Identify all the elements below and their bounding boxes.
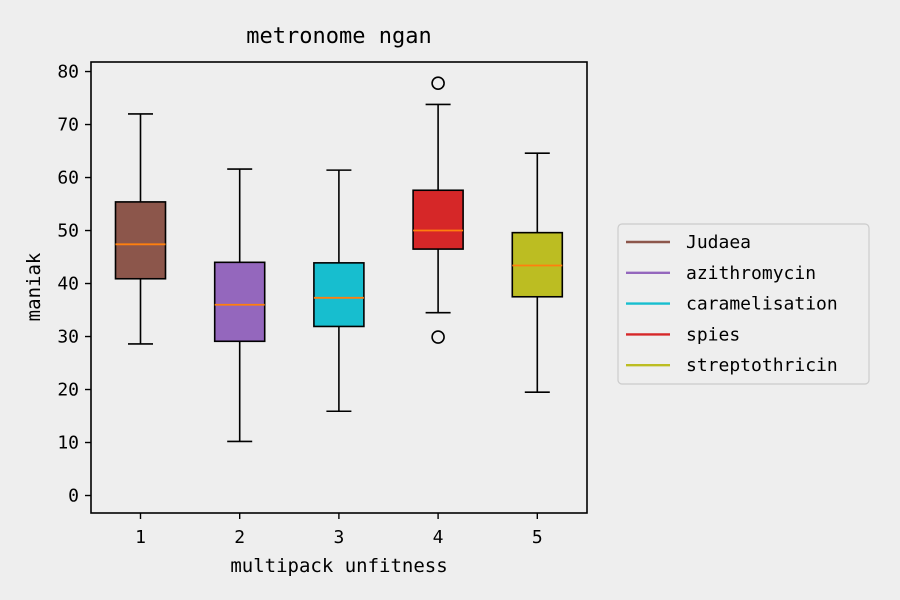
legend-label: azithromycin xyxy=(686,263,816,284)
legend-label: spies xyxy=(686,324,740,345)
y-tick-label: 70 xyxy=(57,115,79,136)
y-tick-label: 80 xyxy=(57,62,79,83)
box-1 xyxy=(114,113,167,345)
y-tick-label: 20 xyxy=(57,380,79,401)
x-tick-label: 2 xyxy=(234,527,245,548)
legend-items: Judaea azithromycin caramelisation spies str… xyxy=(626,232,838,376)
x-tick-label: 1 xyxy=(135,527,146,548)
box-body xyxy=(313,262,365,328)
outlier-point xyxy=(431,330,445,344)
y-axis: 0 10 20 30 40 50 60 70 80 xyxy=(57,62,91,507)
x-axis-label: multipack unfitness xyxy=(230,555,447,577)
y-tick-label: 40 xyxy=(57,274,79,295)
y-tick-label: 10 xyxy=(57,433,79,454)
plot-frame xyxy=(90,61,588,514)
legend-label: caramelisation xyxy=(686,294,838,315)
legend-label: Judaea xyxy=(686,232,751,253)
box-body xyxy=(412,189,464,250)
x-tick-label: 4 xyxy=(433,527,444,548)
y-tick-label: 60 xyxy=(57,168,79,189)
x-tick-label: 3 xyxy=(333,527,344,548)
legend-frame xyxy=(617,223,870,385)
legend: Judaea azithromycin caramelisation spies str… xyxy=(617,223,870,385)
y-tick-label: 30 xyxy=(57,327,79,348)
x-tick-label: 5 xyxy=(532,527,543,548)
x-axis: 1 2 3 4 5 xyxy=(135,513,543,548)
box-5 xyxy=(511,152,564,393)
y-tick-label: 50 xyxy=(57,221,79,242)
box-2 xyxy=(213,168,266,443)
outlier-point xyxy=(431,76,445,90)
y-tick-label: 0 xyxy=(68,486,79,507)
box-body xyxy=(114,201,167,280)
chart-title: metronome ngan xyxy=(246,24,431,49)
legend-label: streptothricin xyxy=(686,355,838,376)
y-axis-label: maniak xyxy=(23,252,45,321)
box-4 xyxy=(412,76,464,344)
box-3 xyxy=(313,169,365,413)
box-plots xyxy=(114,76,564,443)
box-body xyxy=(213,261,266,343)
